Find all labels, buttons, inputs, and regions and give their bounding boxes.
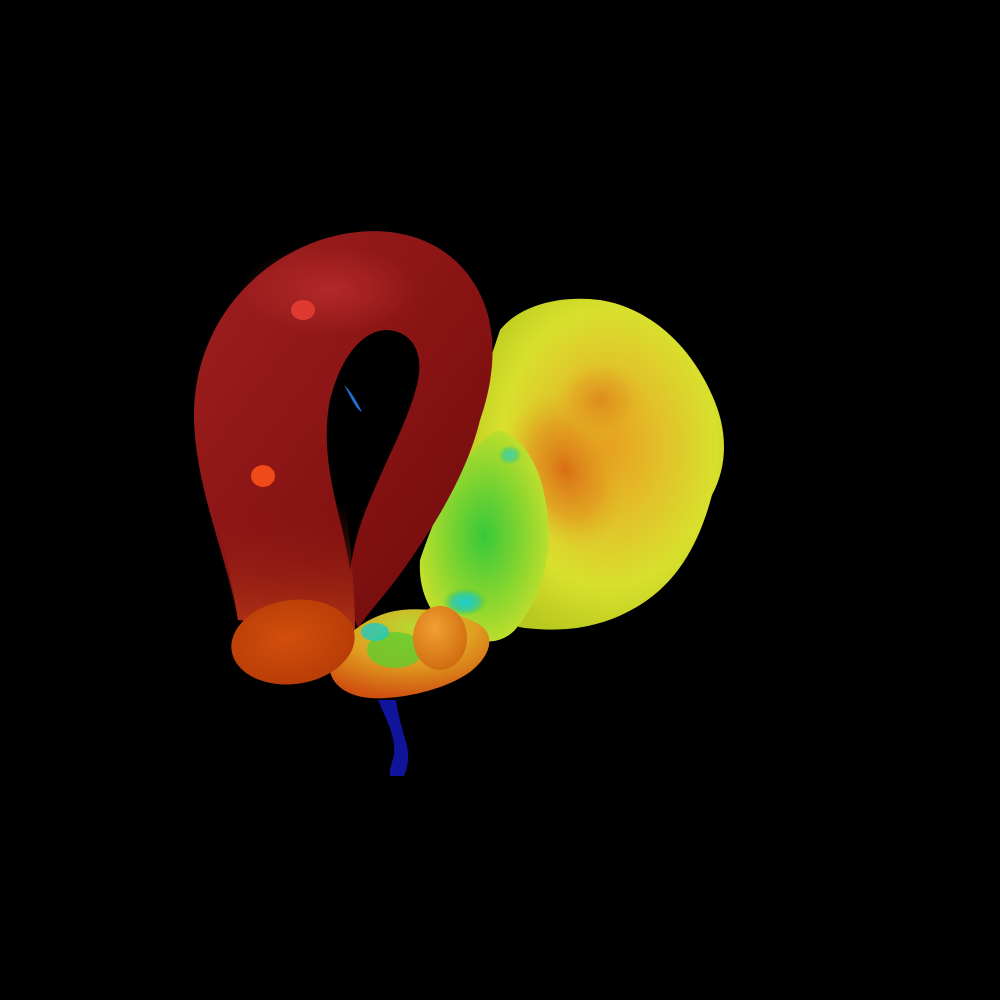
green-body	[419, 430, 549, 642]
cyan-base-patch	[361, 623, 389, 641]
blue-vessel	[378, 700, 409, 776]
cyan-patch-small	[498, 445, 522, 465]
tube-end-cap	[231, 599, 355, 685]
green-base-patch	[367, 632, 423, 668]
orange-band-upper	[555, 360, 645, 440]
tube-highlight	[240, 245, 420, 335]
orange-nub	[413, 606, 467, 670]
tube-lower-shade	[215, 500, 355, 630]
red-spot-lower	[251, 465, 275, 487]
inner-blue-glimpse	[344, 385, 362, 412]
cyan-patch	[443, 588, 487, 616]
red-spot-upper	[291, 300, 315, 320]
